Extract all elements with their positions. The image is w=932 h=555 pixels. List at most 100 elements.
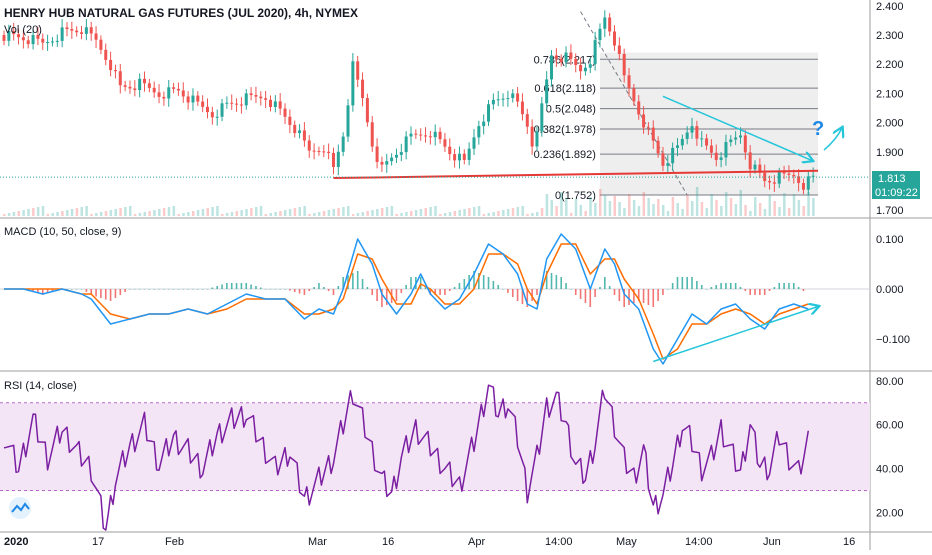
- volume-bar: [812, 198, 815, 216]
- macd-histogram-bar: [410, 277, 412, 289]
- macd-histogram-bar: [453, 287, 456, 289]
- volume-bar: [647, 198, 650, 216]
- price-axis-tick: 1.700: [876, 205, 904, 217]
- macd-histogram-bar: [584, 289, 587, 303]
- candle-body: [138, 78, 142, 91]
- candle-body: [419, 134, 423, 136]
- macd-histogram-bar: [478, 273, 480, 289]
- candle-body: [12, 31, 16, 35]
- countdown-tag-bg: [872, 185, 920, 199]
- candle-body: [181, 90, 185, 97]
- candle-body: [336, 151, 340, 167]
- candle-body: [31, 35, 35, 45]
- candle-body: [75, 30, 79, 33]
- volume-bar: [337, 208, 340, 216]
- macd-histogram-bar: [192, 289, 194, 290]
- macd-histogram-bar: [662, 289, 664, 295]
- volume-bar: [637, 206, 641, 216]
- volume-bar: [36, 207, 40, 216]
- candle-body: [26, 40, 30, 45]
- macd-histogram-bar: [691, 277, 693, 289]
- volume-bar: [613, 196, 616, 216]
- candle-body: [133, 88, 137, 91]
- volume-bar: [516, 207, 520, 216]
- macd-histogram-bar: [371, 289, 374, 295]
- tradingview-logo-icon[interactable]: [9, 497, 31, 519]
- macd-divergence-arrow[interactable]: [653, 307, 818, 363]
- macd-axis-tick: −0.100: [876, 334, 910, 346]
- last-price-tag: 1.813 01:09:22: [872, 171, 920, 199]
- macd-histogram-bar: [555, 275, 558, 289]
- volume-bar: [332, 209, 335, 216]
- candle-body: [714, 152, 718, 160]
- time-axis-tick: 16: [843, 536, 855, 548]
- volume-bar: [119, 208, 122, 216]
- volume-bar: [230, 212, 234, 216]
- candle-body: [797, 176, 801, 184]
- candle-body: [302, 130, 306, 141]
- price-pane[interactable]: 0.786(2.217)0.618(2.118)0.5(2.048)0.382(…: [0, 10, 870, 216]
- macd-histogram-bar: [230, 283, 233, 289]
- volume-bar: [787, 208, 791, 216]
- candle-body: [41, 38, 45, 43]
- macd-histogram-bar: [148, 289, 151, 290]
- macd-histogram-bar: [502, 289, 504, 290]
- candle-body: [467, 148, 471, 160]
- macd-histogram-bar: [46, 289, 49, 294]
- volume-bar: [327, 210, 331, 216]
- volume-bar: [148, 211, 151, 216]
- volume-bar: [691, 201, 694, 216]
- volume-bar: [99, 212, 103, 216]
- candle-body: [428, 136, 432, 138]
- candle-body: [365, 98, 369, 123]
- question-mark-annotation[interactable]: ?: [812, 118, 824, 140]
- macd-pane[interactable]: [0, 233, 870, 365]
- volume-bar: [477, 206, 481, 216]
- volume-bar: [288, 209, 292, 216]
- candle-body: [540, 103, 544, 132]
- candle-body: [550, 55, 554, 80]
- volume-bar: [729, 198, 733, 216]
- breakout-arrow[interactable]: [823, 128, 842, 151]
- volume-bar: [308, 214, 311, 216]
- macd-histogram-bar: [66, 289, 68, 290]
- macd-line: [4, 233, 809, 365]
- candle-body: [443, 139, 447, 147]
- volume-bar: [405, 212, 408, 216]
- candle-body: [680, 138, 684, 146]
- macd-histogram-bar: [536, 289, 538, 295]
- volume-bar: [162, 208, 166, 216]
- candle-body: [477, 126, 481, 138]
- macd-histogram-bar: [744, 289, 747, 291]
- volume-bar: [439, 214, 442, 216]
- candle-body: [2, 35, 6, 41]
- volume-bar: [535, 212, 539, 216]
- volume-bar: [487, 213, 491, 216]
- fib-level-label: 0.618(2.118): [534, 83, 596, 95]
- macd-histogram-bar: [167, 289, 170, 290]
- candle-body: [206, 106, 209, 113]
- macd-histogram-bar: [788, 283, 790, 289]
- candle-body: [268, 99, 272, 108]
- volume-bar: [754, 197, 757, 216]
- candle-body: [569, 52, 573, 59]
- macd-histogram-bar: [516, 289, 519, 301]
- macd-histogram-bar: [308, 289, 311, 291]
- downtrend-arrow[interactable]: [662, 95, 812, 160]
- volume-bar: [182, 213, 185, 216]
- volume-bar: [545, 194, 549, 216]
- volume-bar: [424, 208, 428, 216]
- volume-bar: [259, 206, 263, 216]
- volume-bar: [657, 199, 660, 216]
- volume-bar: [138, 213, 142, 216]
- candle-body: [327, 151, 331, 153]
- macd-histogram-bar: [657, 289, 659, 301]
- volume-bar: [502, 210, 505, 216]
- candle-body: [525, 114, 529, 127]
- rsi-pane[interactable]: [0, 384, 870, 531]
- volume-bar: [158, 209, 161, 216]
- candle-body: [293, 124, 297, 134]
- macd-histogram-bar: [652, 289, 655, 307]
